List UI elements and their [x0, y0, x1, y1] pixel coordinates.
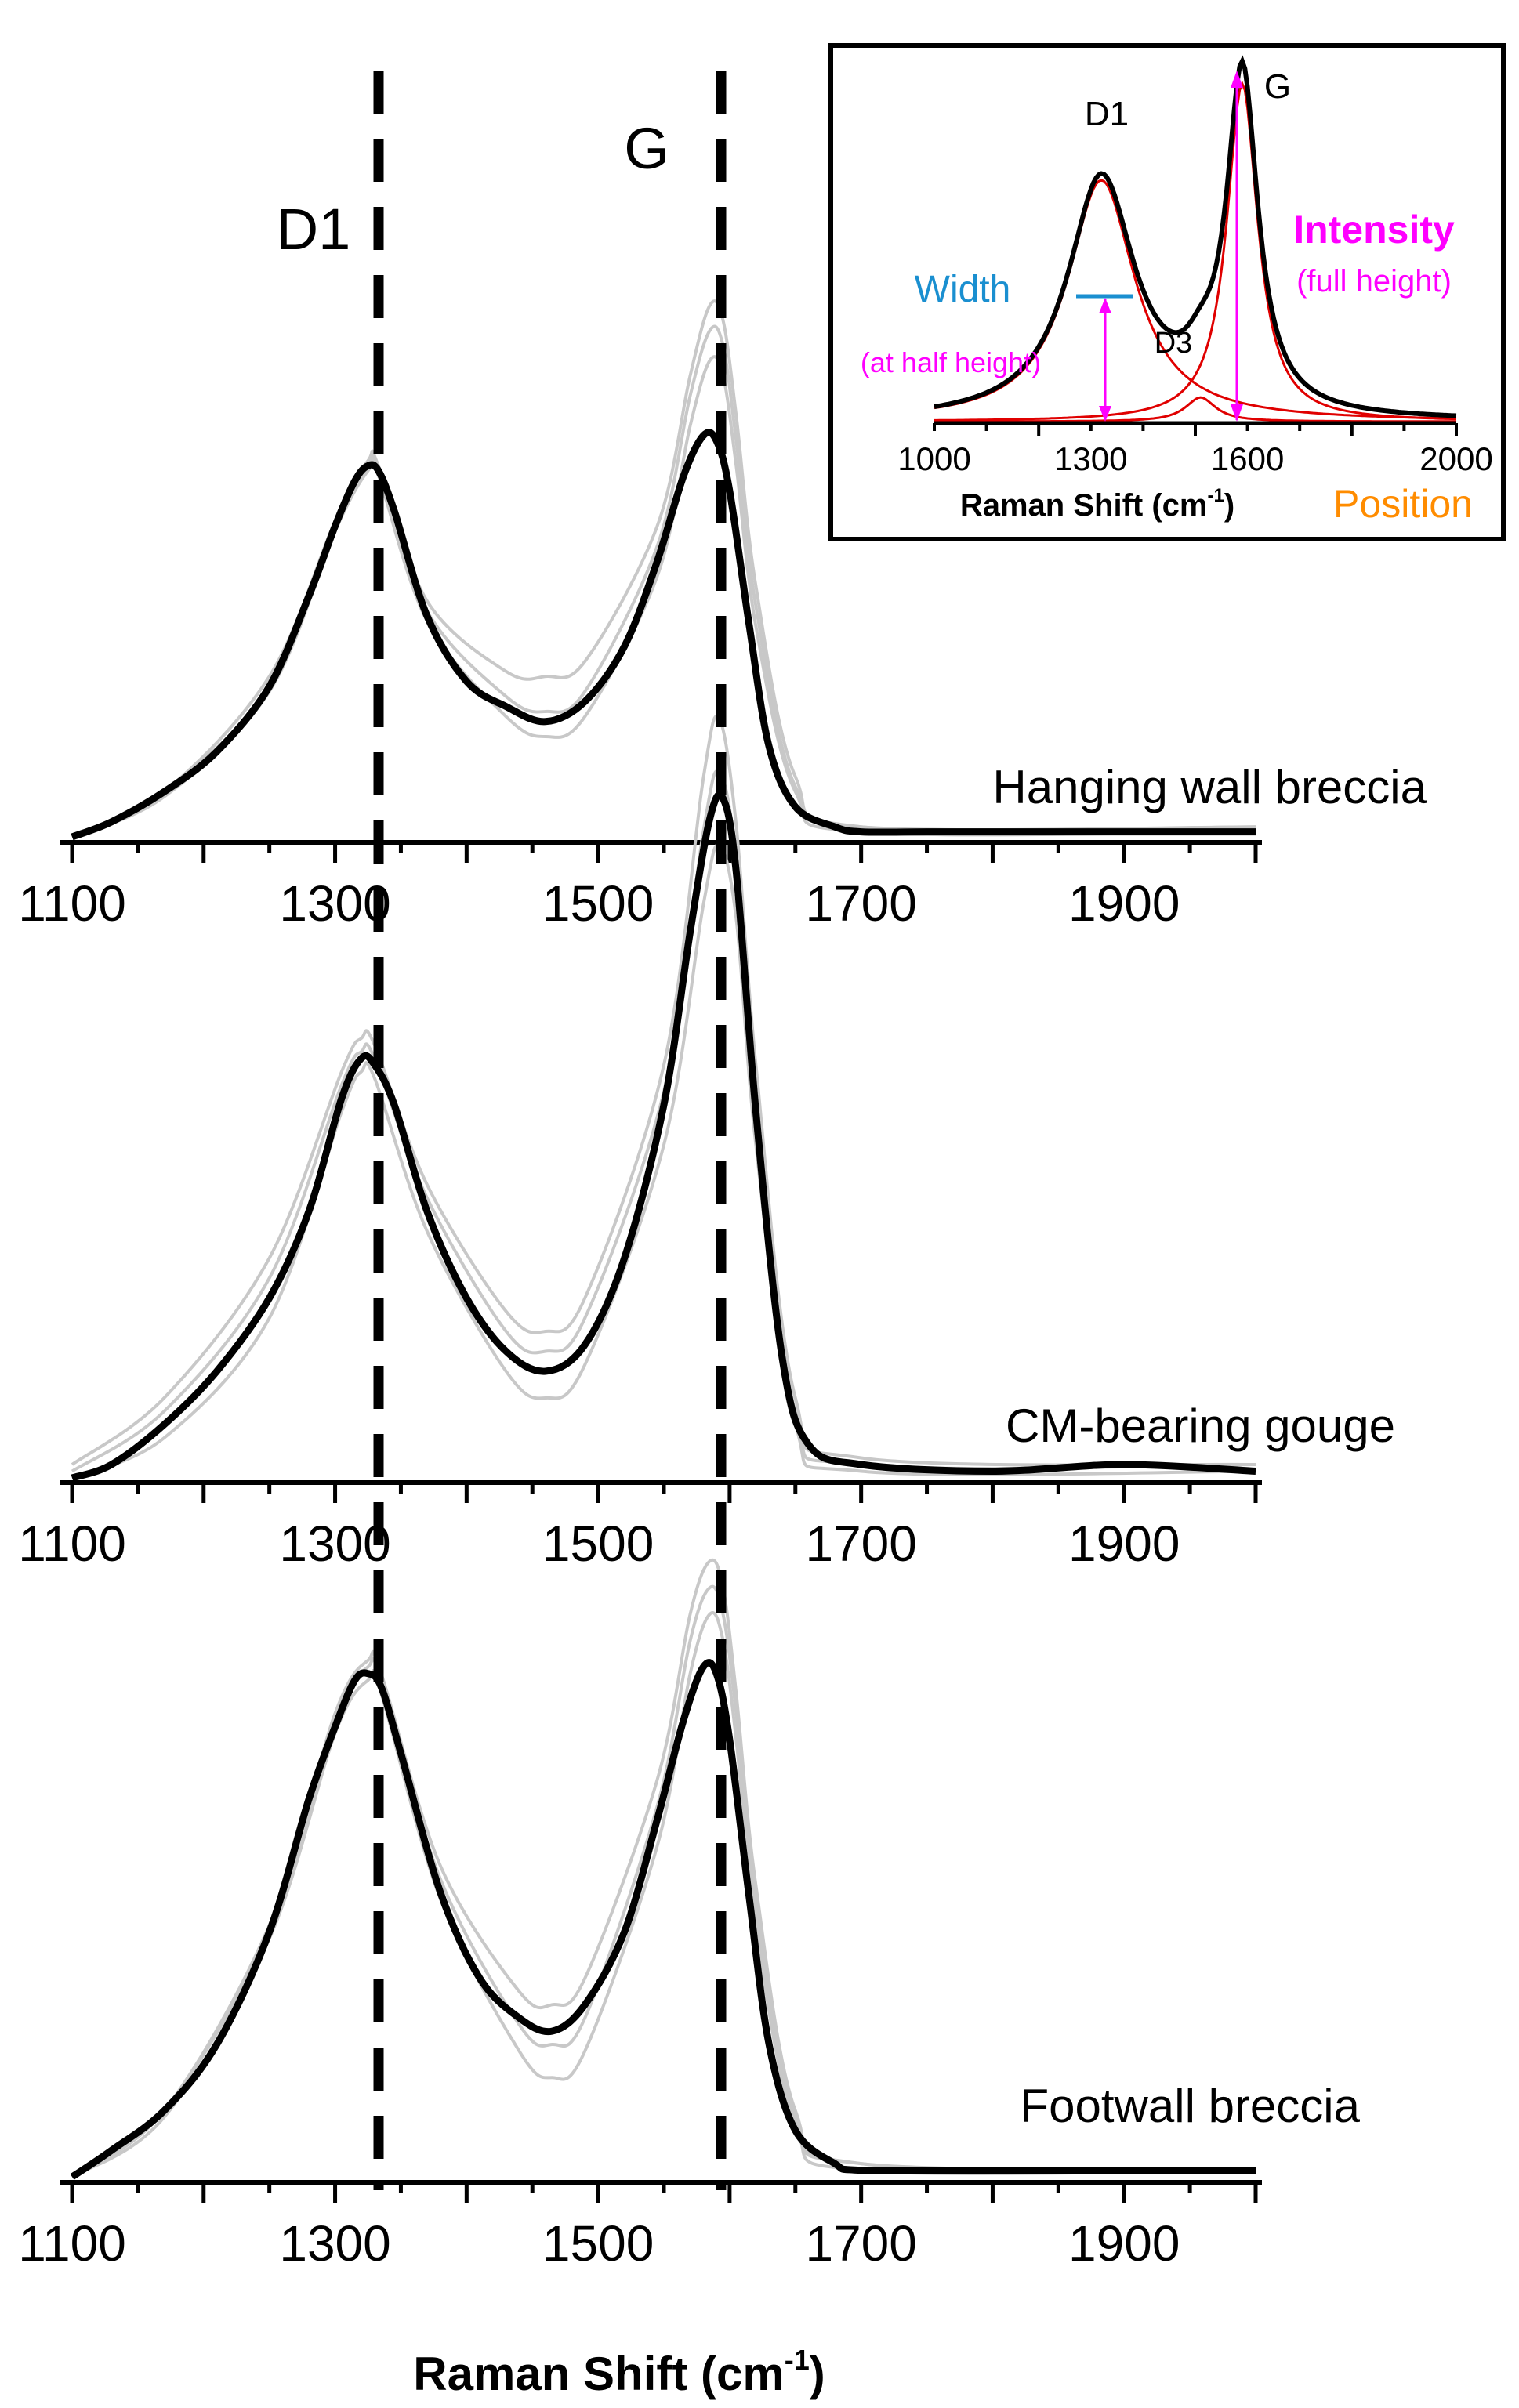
x-tick-label: 1100 — [18, 2215, 126, 2272]
panel-footwall: 1100 1300 1500 1700 1900 Footwall breccia — [18, 1558, 1361, 2272]
x-tick-label: 1900 — [1068, 2215, 1180, 2272]
mean-spectrum-line — [71, 429, 1256, 841]
panel-gouge: 1100 1300 1500 1700 1900 CM-bearing gouge — [18, 715, 1395, 1572]
mean-spectrum-line — [70, 1659, 1256, 2180]
inset-half-height-label: (at half height) — [861, 346, 1041, 378]
inset-position-label: Position — [1333, 482, 1473, 526]
x-axis-ticks: 1100 1300 1500 1700 1900 — [18, 2182, 1258, 2272]
d1-peak-label: D1 — [277, 197, 351, 262]
spectra-traces — [70, 1558, 1256, 2180]
spectra-traces — [71, 299, 1256, 841]
inset-spectrum-line — [934, 55, 1457, 418]
x-tick-label: 1300 — [279, 875, 390, 932]
inset-d1-label: D1 — [1085, 95, 1129, 133]
inset-width-label: Width — [915, 269, 1011, 310]
sample-label-footwall: Footwall breccia — [1020, 2080, 1360, 2132]
inset-arrowhead-icon — [1099, 298, 1111, 313]
x-tick-label: 1100 — [18, 875, 126, 932]
individual-spectrum-line-0 — [71, 715, 1256, 1467]
individual-spectrum-line-1 — [71, 1611, 1256, 2178]
panel-hanging-wall: 1100 1300 1500 1700 1900 Hanging wall brecci… — [18, 299, 1427, 932]
x-tick-label: 1700 — [805, 2215, 916, 2272]
x-tick-label: 1500 — [542, 1515, 654, 1572]
x-tick-label: 1900 — [1068, 875, 1180, 932]
inset-x-tick-label: 1300 — [1054, 440, 1127, 477]
inset-g-fit-line — [934, 80, 1457, 422]
inset-arrowhead-icon — [1099, 406, 1111, 422]
x-tick-label: 1300 — [279, 1515, 390, 1572]
g-peak-label: G — [624, 116, 669, 181]
inset-g-label: G — [1264, 67, 1291, 106]
inset-figure: 1000 1300 1600 2000 D1 G D3 Width (at half … — [828, 43, 1506, 541]
x-tick-label: 1500 — [542, 875, 654, 932]
mean-spectrum-line — [71, 791, 1256, 1482]
inset-arrowhead-icon — [1231, 404, 1243, 422]
inset-full-height-label: (full height) — [1296, 264, 1452, 299]
inset-x-tick-label: 2000 — [1419, 440, 1492, 477]
individual-spectrum-line-1 — [71, 843, 1256, 1479]
inset-x-axis-title: Raman Shift (cm-1) — [960, 485, 1234, 523]
x-tick-label: 1300 — [279, 2215, 390, 2272]
inset-arrowhead-icon — [1231, 71, 1243, 88]
inset-x-tick-label: 1000 — [897, 440, 970, 477]
x-tick-label: 1500 — [542, 2215, 654, 2272]
x-tick-label: 1100 — [18, 1515, 126, 1572]
inset-x-tick-label: 1600 — [1211, 440, 1284, 477]
x-axis-ticks: 1100 1300 1500 1700 1900 — [18, 1483, 1258, 1572]
sample-label-hanging-wall: Hanging wall breccia — [992, 761, 1427, 813]
inset-frame — [828, 43, 1506, 541]
x-axis-ticks: 1100 1300 1500 1700 1900 — [18, 842, 1258, 932]
x-tick-label: 1700 — [805, 1515, 916, 1572]
inset-x-axis-ticks: 1000 1300 1600 2000 — [897, 423, 1493, 477]
x-tick-label: 1700 — [805, 875, 916, 932]
x-tick-label: 1900 — [1068, 1515, 1180, 1572]
x-axis-title: Raman Shift (cm-1) — [413, 2344, 825, 2400]
inset-d3-label: D3 — [1155, 327, 1193, 360]
inset-intensity-label: Intensity — [1293, 208, 1455, 252]
spectra-traces — [71, 715, 1256, 1482]
sample-label-gouge: CM-bearing gouge — [1006, 1400, 1395, 1452]
